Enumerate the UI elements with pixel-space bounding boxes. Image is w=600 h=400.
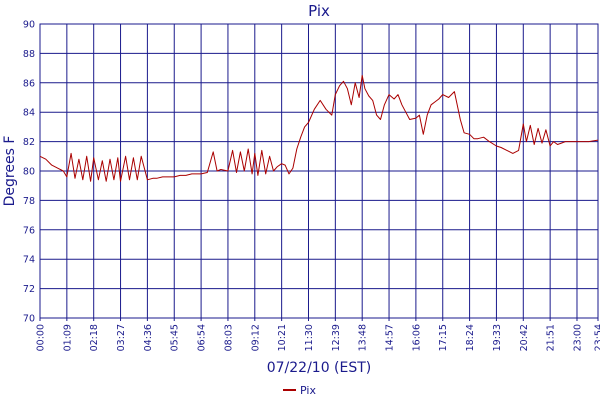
y-tick-label: 76 [23, 225, 35, 236]
y-tick-label: 86 [23, 78, 35, 89]
x-tick-label: 20:42 [519, 324, 530, 351]
x-tick-label: 21:51 [546, 324, 557, 351]
x-tick-label: 23:00 [572, 324, 583, 351]
x-tick-label: 06:54 [197, 324, 208, 351]
x-tick-label: 17:15 [438, 324, 449, 351]
y-tick-label: 90 [23, 20, 35, 31]
x-tick-label: 10:21 [277, 324, 288, 351]
x-tick-label: 01:09 [62, 324, 73, 351]
y-tick-label: 84 [23, 108, 35, 119]
series-layer [39, 75, 599, 182]
x-tick-label: 05:45 [170, 324, 181, 351]
y-tick-label: 70 [23, 314, 35, 325]
x-tick-label: 14:57 [385, 324, 396, 351]
y-tick-label: 88 [23, 49, 35, 60]
x-tick-label: 13:48 [358, 324, 369, 351]
legend: Pix [283, 384, 316, 397]
x-tick-label: 12:39 [331, 324, 342, 351]
legend-label: Pix [300, 384, 316, 397]
x-tick-label: 03:27 [116, 324, 127, 351]
y-axis-label: Degrees F [2, 136, 18, 207]
x-tick-labels: 00:00 01:09 02:18 03:27 04:36 05:45 06:54 08:03… [36, 324, 600, 351]
x-tick-label: 11:30 [304, 324, 315, 351]
x-tick-label: 09:12 [250, 324, 261, 351]
y-tick-label: 80 [23, 167, 35, 178]
chart-title: Pix [308, 2, 330, 20]
x-axis-label: 07/22/10 (EST) [267, 360, 372, 376]
y-tick-label: 74 [23, 255, 35, 266]
x-tick-label: 00:00 [36, 324, 47, 351]
plot-frame [39, 23, 599, 319]
x-tick-label: 04:36 [143, 324, 154, 351]
series-line-pix [39, 75, 599, 182]
y-tick-label: 82 [23, 137, 35, 148]
x-tick-label: 23:54 [594, 324, 600, 351]
y-tick-label: 78 [23, 196, 35, 207]
x-tick-label: 16:06 [411, 324, 422, 351]
x-tick-label: 02:18 [89, 324, 100, 351]
x-tick-label: 08:03 [223, 324, 234, 351]
x-tick-label: 19:33 [492, 324, 503, 351]
y-tick-label: 72 [23, 284, 35, 295]
x-tick-label: 18:24 [465, 324, 476, 351]
grid [39, 23, 599, 321]
y-tick-labels: 70 72 74 76 78 80 82 84 86 88 90 [23, 20, 35, 325]
